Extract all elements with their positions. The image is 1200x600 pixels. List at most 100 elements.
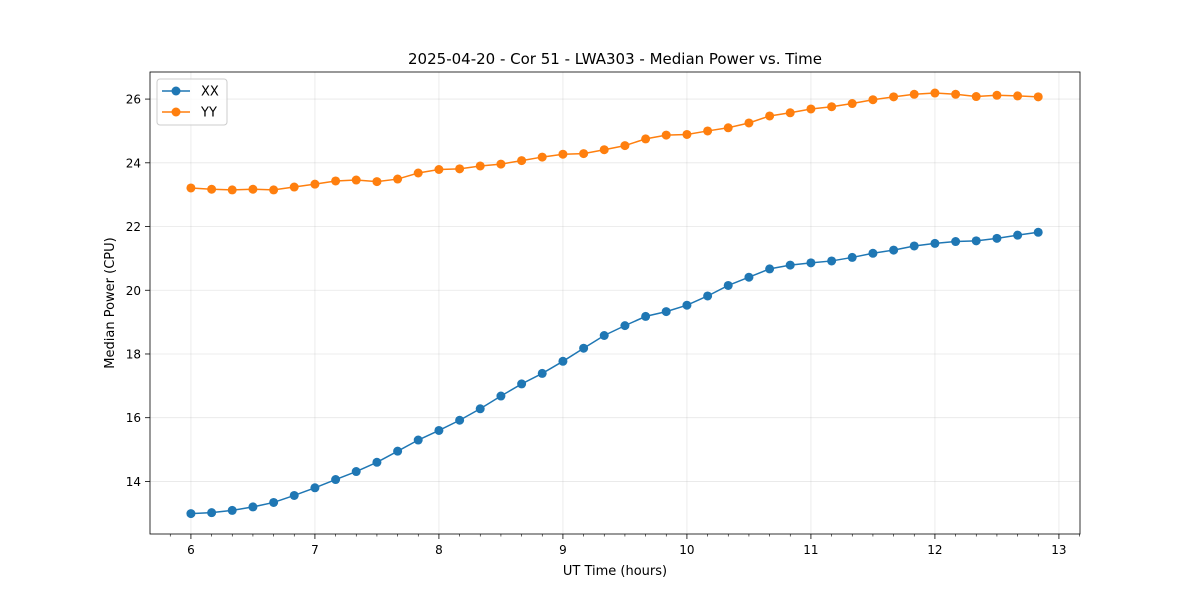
data-point-yy [579,149,589,159]
data-point-xx [723,280,733,290]
axis-ticks: 6 7 8 9 10 11 12 13 14 16 18 20 22 24 26 [126,93,1080,557]
data-point-xx [269,497,279,507]
data-point-xx [765,264,775,274]
data-point-yy [310,179,320,189]
data-point-yy [930,88,940,98]
data-point-xx [641,311,651,321]
data-point-xx [889,245,899,255]
data-point-xx [393,446,403,456]
data-point-yy [475,161,485,171]
data-point-xx [785,260,795,270]
y-axis-label: Median Power (CPU) [103,237,118,368]
data-point-xx [496,391,506,401]
x-axis-label: UT Time (hours) [563,564,667,579]
data-point-yy [971,92,981,102]
x-tick-label: 13 [1051,543,1066,557]
data-point-xx [207,508,217,518]
data-point-yy [372,177,382,187]
data-point-yy [186,183,196,193]
data-point-xx [744,272,754,282]
data-point-yy [785,108,795,118]
data-point-yy [496,159,506,169]
data-point-yy [207,184,217,194]
data-point-yy [661,130,671,140]
data-point-xx [372,457,382,467]
data-point-xx [992,233,1002,243]
data-point-xx [847,252,857,262]
x-tick-label: 7 [311,543,319,557]
data-point-yy [1033,92,1043,102]
grid-lines [150,72,1080,534]
data-point-xx [558,356,568,366]
data-point-yy [1013,91,1023,101]
data-point-yy [620,141,630,151]
data-point-xx [455,415,465,425]
data-point-xx [868,248,878,258]
data-point-yy [558,149,568,159]
data-point-yy [909,89,919,99]
data-point-xx [806,258,816,268]
data-point-xx [661,307,671,317]
data-point-yy [765,111,775,121]
x-tick-label: 11 [803,543,818,557]
y-tick-label: 14 [126,475,141,489]
legend-label-xx: XX [201,85,219,100]
data-point-yy [847,99,857,109]
data-point-yy [889,92,899,102]
data-point-xx [599,330,609,340]
data-point-yy [455,164,465,174]
data-point-yy [599,145,609,155]
data-point-yy [723,123,733,133]
legend-label-yy: YY [200,106,217,121]
data-point-xx [413,435,423,445]
data-point-xx [517,379,527,389]
y-tick-label: 24 [126,156,141,170]
x-tick-label: 8 [435,543,443,557]
data-point-yy [351,175,361,185]
data-point-yy [827,102,837,112]
data-point-xx [951,237,961,247]
x-tick-label: 10 [679,543,694,557]
data-point-yy [331,176,341,186]
data-point-xx [537,368,547,378]
data-point-xx [971,236,981,246]
data-point-xx [1013,230,1023,240]
data-point-yy [269,185,279,195]
data-series [186,88,1043,519]
data-point-xx [331,475,341,485]
data-point-yy [393,174,403,184]
y-tick-label: 16 [126,411,141,425]
data-point-xx [703,291,713,301]
data-point-xx [289,490,299,500]
data-point-yy [992,90,1002,100]
data-point-xx [227,505,237,515]
data-point-xx [909,241,919,251]
y-tick-label: 20 [126,284,141,298]
plot-frame [149,71,1081,535]
data-point-xx [351,467,361,477]
data-point-xx [186,509,196,519]
y-tick-label: 18 [126,347,141,361]
data-point-yy [413,168,423,178]
data-point-xx [682,300,692,310]
data-point-yy [744,118,754,128]
data-point-xx [310,483,320,493]
legend-marker-yy [171,107,181,117]
legend: XX YY [156,78,228,126]
data-point-yy [703,126,713,136]
data-point-xx [475,404,485,414]
y-tick-label: 26 [126,93,141,107]
data-point-xx [1033,227,1043,237]
data-point-yy [248,184,258,194]
data-point-yy [868,95,878,105]
legend-marker-xx [171,86,181,96]
x-tick-label: 9 [559,543,567,557]
data-point-yy [289,182,299,192]
data-point-yy [641,134,651,144]
x-tick-label: 12 [927,543,942,557]
data-point-yy [682,129,692,139]
data-point-yy [227,185,237,195]
y-tick-label: 22 [126,220,141,234]
data-point-xx [248,502,258,512]
x-tick-label: 6 [187,543,195,557]
